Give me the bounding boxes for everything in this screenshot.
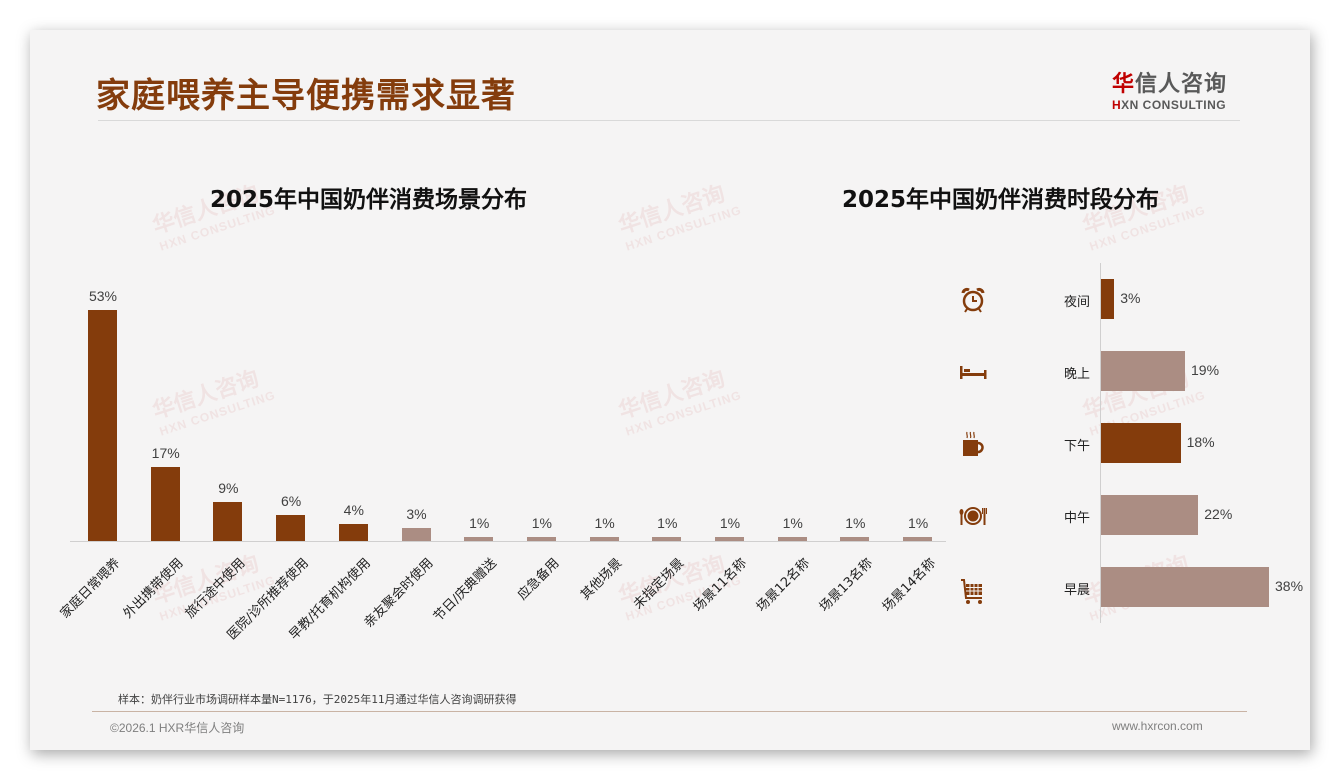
scene-chart-x-axis [70,541,946,542]
scene-bar [338,523,368,541]
scene-bar-value: 1% [657,514,678,531]
slide: 家庭喂养主导便携需求显著 华信人咨询 HXN CONSULTING 华信人咨询 H… [30,30,1310,750]
scene-bar [903,536,933,541]
scene-bar [715,536,744,541]
scene-bar-value: 1% [719,514,741,531]
scene-bar-value: 3% [406,505,427,522]
scene-bar-value: 1% [845,514,866,531]
time-category-label: 早晨 [1063,583,1090,598]
scene-bar [213,501,243,541]
scene-bar-value: 6% [280,492,302,509]
scene-category-label: 场景11名称 [691,555,751,615]
scene-bar [777,536,807,541]
time-bar [1101,567,1269,607]
scene-bar [589,536,619,541]
scene-bar [276,514,306,541]
scene-bar [88,310,117,541]
copyright: ©2026.1 HXR华信人咨询 [110,721,245,735]
time-category-label: 晚上 [1063,367,1090,382]
time-category-label: 夜间 [1063,295,1090,310]
time-bar [1101,423,1181,463]
logo-en-text: XN CONSULTING [1121,98,1227,112]
scene-bar-value: 1% [594,514,615,531]
logo-cn-text: 信人咨询 [1135,72,1228,97]
scene-category-label: 应急备用 [514,555,563,604]
scene-category-label: 场景13名称 [816,555,876,615]
logo-en-mark: H [1112,98,1122,112]
scene-category-label: 其他场景 [577,555,626,604]
alarm-clock-icon [961,287,985,313]
logo-en: HXN CONSULTING [1112,98,1242,112]
time-bar-value: 38% [1275,578,1304,594]
scene-bar-value: 1% [469,514,490,531]
scene-bar-value: 9% [218,479,239,496]
time-bar [1101,279,1115,319]
scene-bar [464,536,494,541]
time-bar-value: 22% [1204,506,1233,522]
footer-divider [92,711,1247,712]
scene-bar [150,466,180,541]
time-category-label: 中午 [1063,511,1090,526]
brand-logo: 华信人咨询 HXN CONSULTING [1112,66,1242,112]
scene-bar-value: 1% [782,514,803,531]
time-bar [1101,495,1199,535]
scene-bar [526,536,556,541]
logo-cn-mark: 华 [1112,72,1136,97]
page-title: 家庭喂养主导便携需求显著 [96,76,516,116]
time-bar-value: 18% [1186,434,1215,450]
scene-chart-title: 2025年中国奶伴消费场景分布 [210,187,528,213]
scene-bar-value: 17% [151,444,180,461]
logo-cn: 华信人咨询 [1112,66,1242,98]
scene-category-label: 外出携带使用 [120,555,187,622]
plate-cutlery-icon [959,507,987,525]
time-chart-title: 2025年中国奶伴消费时段分布 [842,187,1160,213]
scene-category-label: 节日/庆典赠送 [430,555,500,625]
time-chart-y-axis [1100,263,1101,623]
scene-bar-value: 4% [343,501,364,518]
scene-bar-value: 1% [531,514,552,531]
scene-category-label: 未指定场景 [631,555,688,613]
scene-category-label: 场景14名称 [879,555,939,615]
time-bar-value: 19% [1191,362,1220,378]
scene-bar-value: 1% [907,514,929,531]
time-category-label: 下午 [1063,439,1090,454]
scene-category-label: 场景12名称 [754,555,814,615]
bed-icon [960,366,987,379]
coffee-cup-icon [963,431,984,456]
scene-bar-value: 53% [88,288,118,304]
scene-bar [401,527,431,541]
time-bar [1101,351,1185,391]
shopping-cart-icon [961,579,982,604]
sample-note: 样本：奶伴行业市场调研样本量N=1176，于2025年11月通过华信人咨询调研获… [118,693,517,706]
scene-category-label: 家庭日常喂养 [57,555,124,622]
website-link[interactable]: www.hxrcon.com [1112,719,1203,733]
scene-bar [652,536,682,541]
scene-bar [840,536,870,541]
title-divider [98,120,1240,121]
time-bar-value: 3% [1120,290,1141,306]
